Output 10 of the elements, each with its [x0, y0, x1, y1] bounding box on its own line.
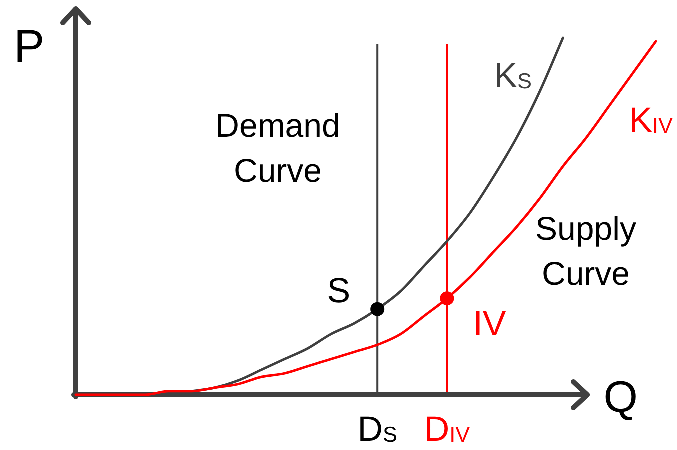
- x-axis-title: Q: [604, 373, 638, 422]
- y-axis-title: P: [14, 20, 45, 72]
- series-label: IV: [473, 304, 507, 344]
- annotation: Demand Curve: [216, 107, 340, 189]
- x-tick-label: DIV: [424, 410, 471, 449]
- series-label: KS: [494, 56, 532, 96]
- series-label: S: [327, 271, 351, 310]
- series-label: KIV: [629, 100, 674, 140]
- annotation: Supply Curve: [536, 210, 637, 292]
- x-tick-label: DS: [358, 410, 398, 449]
